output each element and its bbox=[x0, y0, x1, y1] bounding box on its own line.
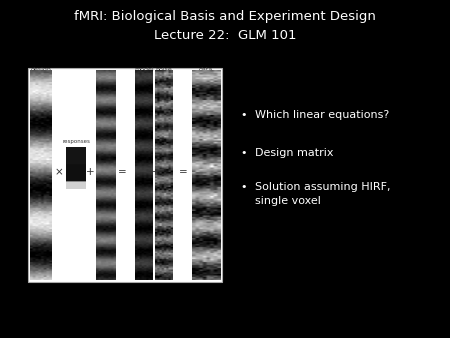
Text: design: design bbox=[31, 67, 51, 72]
Text: Design matrix: Design matrix bbox=[255, 148, 333, 158]
Text: noise: noise bbox=[156, 67, 172, 72]
Text: +: + bbox=[152, 167, 160, 177]
Text: responses: responses bbox=[62, 139, 90, 144]
Text: =: = bbox=[179, 167, 187, 177]
Text: Which linear equations?: Which linear equations? bbox=[255, 110, 389, 120]
Text: fMRI: Biological Basis and Experiment Design
Lecture 22:  GLM 101: fMRI: Biological Basis and Experiment De… bbox=[74, 10, 376, 42]
Text: •: • bbox=[240, 182, 247, 192]
Text: data: data bbox=[199, 67, 213, 72]
Text: ×: × bbox=[54, 167, 63, 177]
Text: +: + bbox=[86, 167, 94, 177]
Text: •: • bbox=[240, 148, 247, 158]
FancyBboxPatch shape bbox=[28, 68, 222, 282]
Text: model: model bbox=[134, 67, 154, 72]
Text: Solution assuming HIRF,
single voxel: Solution assuming HIRF, single voxel bbox=[255, 182, 391, 206]
Text: •: • bbox=[240, 110, 247, 120]
Text: =: = bbox=[117, 167, 126, 177]
